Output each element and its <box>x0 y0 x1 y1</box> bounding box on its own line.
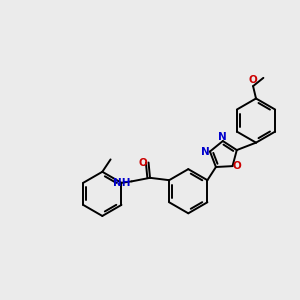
Text: O: O <box>232 161 241 171</box>
Text: N: N <box>201 146 210 157</box>
Text: O: O <box>249 75 257 85</box>
Text: N: N <box>218 132 227 142</box>
Text: O: O <box>139 158 148 167</box>
Text: NH: NH <box>113 178 130 188</box>
